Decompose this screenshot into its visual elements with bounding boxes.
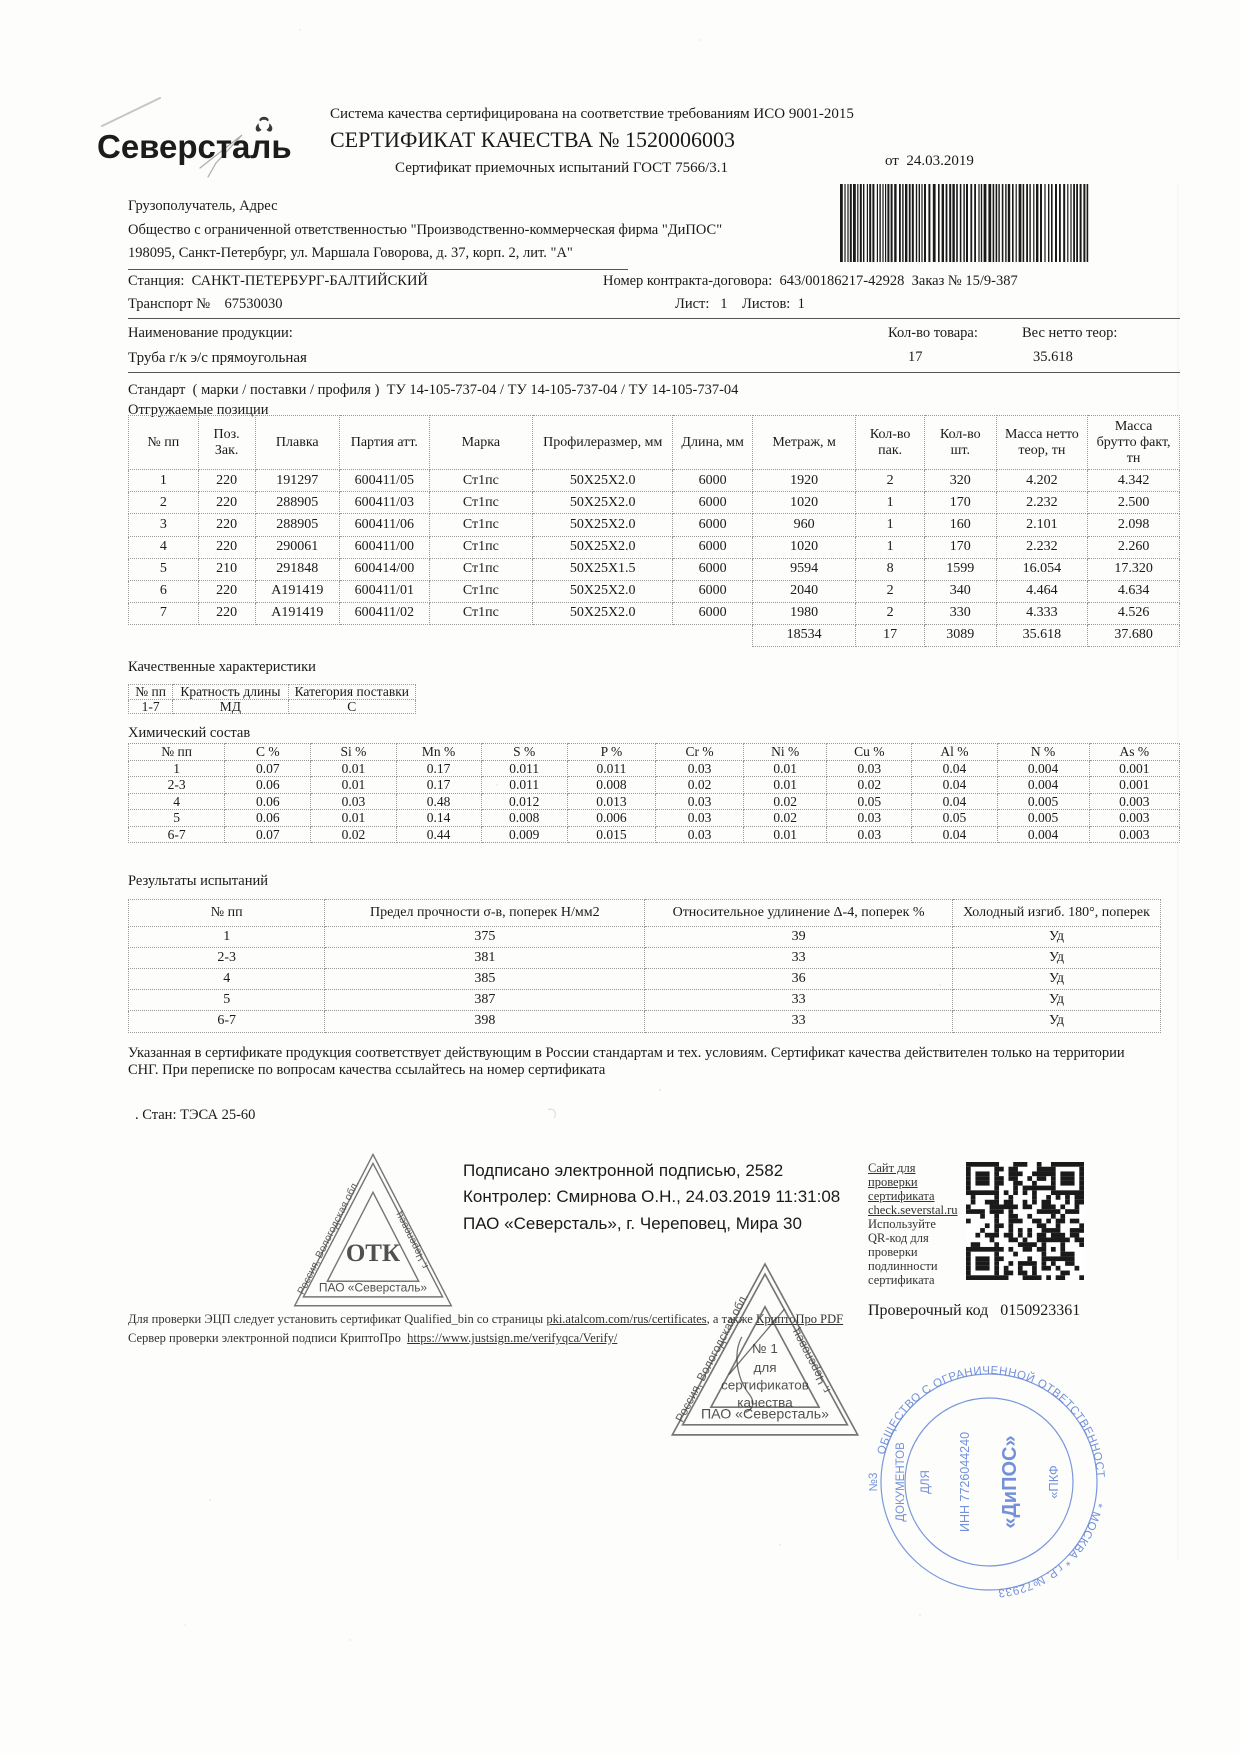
svg-text:ИНН 7726044240: ИНН 7726044240 (958, 1432, 972, 1532)
svg-text:«ДиПОС»: «ДиПОС» (999, 1435, 1021, 1528)
svg-text:ДОКУМЕНТОВ: ДОКУМЕНТОВ (895, 1442, 907, 1522)
svg-text:№3: №3 (868, 1473, 880, 1492)
svg-text:сертификатов: сертификатов (721, 1378, 809, 1393)
svg-text:для: для (753, 1360, 776, 1375)
svg-text:«ПКФ: «ПКФ (1046, 1465, 1061, 1499)
svg-text:ДЛЯ: ДЛЯ (920, 1470, 932, 1494)
svg-text:ПАО «Северсталь»: ПАО «Северсталь» (701, 1406, 829, 1422)
svg-text:ПАО «Северсталь»: ПАО «Северсталь» (319, 1280, 427, 1294)
svg-text:ОТК: ОТК (346, 1239, 401, 1267)
